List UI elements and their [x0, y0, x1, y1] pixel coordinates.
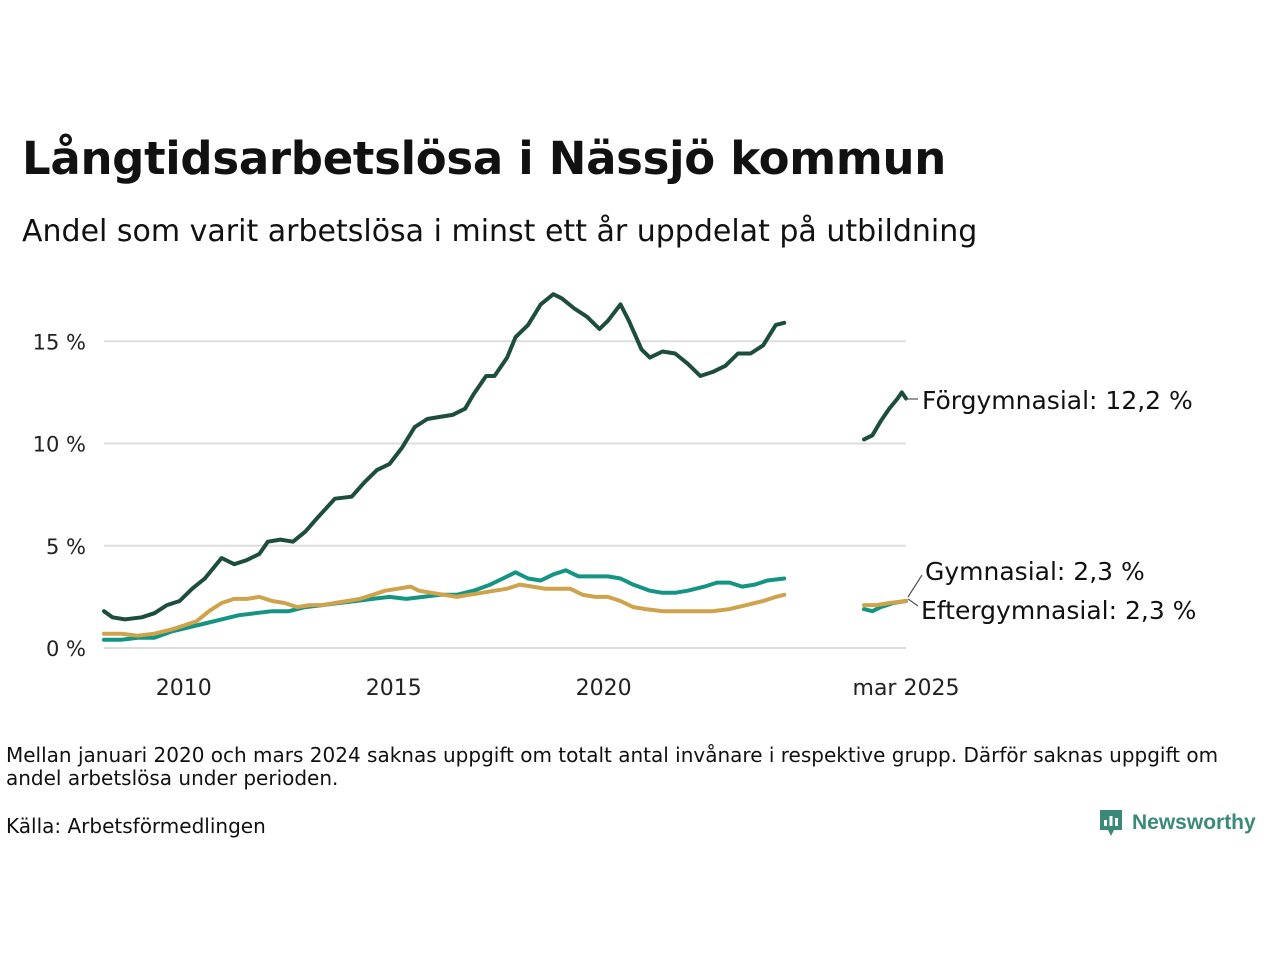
end-label-gymnasial: Gymnasial: 2,3 %	[925, 557, 1145, 586]
x-tick-label: 2015	[366, 676, 422, 701]
label-leader-gymnasial	[907, 574, 923, 598]
series-lines	[102, 292, 908, 642]
y-axis-ticks: 0 % 5 % 10 % 15 %	[33, 330, 86, 661]
series-eftergymnasial	[102, 582, 908, 638]
line-chart: 0 % 5 % 10 % 15 % 2010 2015 2020 mar 2025 Förg…	[33, 292, 1196, 701]
series-line-eftergymnasial-segment-0	[102, 582, 787, 638]
chart-title: Långtidsarbetslösa i Nässjö kommun	[22, 132, 946, 185]
series-line-forgymnasial-segment-1	[862, 390, 908, 442]
end-label-forgymnasial: Förgymnasial: 12,2 %	[922, 386, 1193, 415]
y-tick-label: 0 %	[46, 637, 86, 661]
series-gymnasial	[102, 568, 908, 642]
chart-subtitle: Andel som varit arbetslösa i minst ett å…	[22, 214, 978, 249]
x-tick-label: 2010	[156, 676, 212, 701]
series-line-forgymnasial-segment-0	[102, 292, 787, 622]
newsworthy-logo-icon	[1100, 810, 1122, 836]
series-line-eftergymnasial-segment-1	[862, 599, 908, 608]
gridlines	[104, 340, 906, 649]
series-end-labels: Förgymnasial: 12,2 % Gymnasial: 2,3 % Efte…	[906, 386, 1196, 625]
x-axis-ticks: 2010 2015 2020 mar 2025	[156, 676, 960, 701]
source-note: Källa: Arbetsförmedlingen	[6, 814, 266, 838]
y-tick-label: 5 %	[46, 535, 86, 559]
end-label-eftergymnasial: Eftergymnasial: 2,3 %	[921, 596, 1196, 625]
x-tick-label: mar 2025	[853, 676, 960, 701]
series-forgymnasial	[102, 292, 908, 622]
footnote: Mellan januari 2020 och mars 2024 saknas…	[6, 743, 1219, 790]
y-tick-label: 10 %	[33, 433, 86, 457]
series-line-gymnasial-segment-0	[102, 568, 787, 642]
x-tick-label: 2020	[576, 676, 632, 701]
y-tick-label: 15 %	[33, 330, 86, 354]
newsworthy-logo[interactable]: Newsworthy	[1098, 808, 1256, 838]
newsworthy-logo-text: Newsworthy	[1132, 811, 1256, 834]
label-leader-eftergymnasial	[907, 598, 919, 607]
